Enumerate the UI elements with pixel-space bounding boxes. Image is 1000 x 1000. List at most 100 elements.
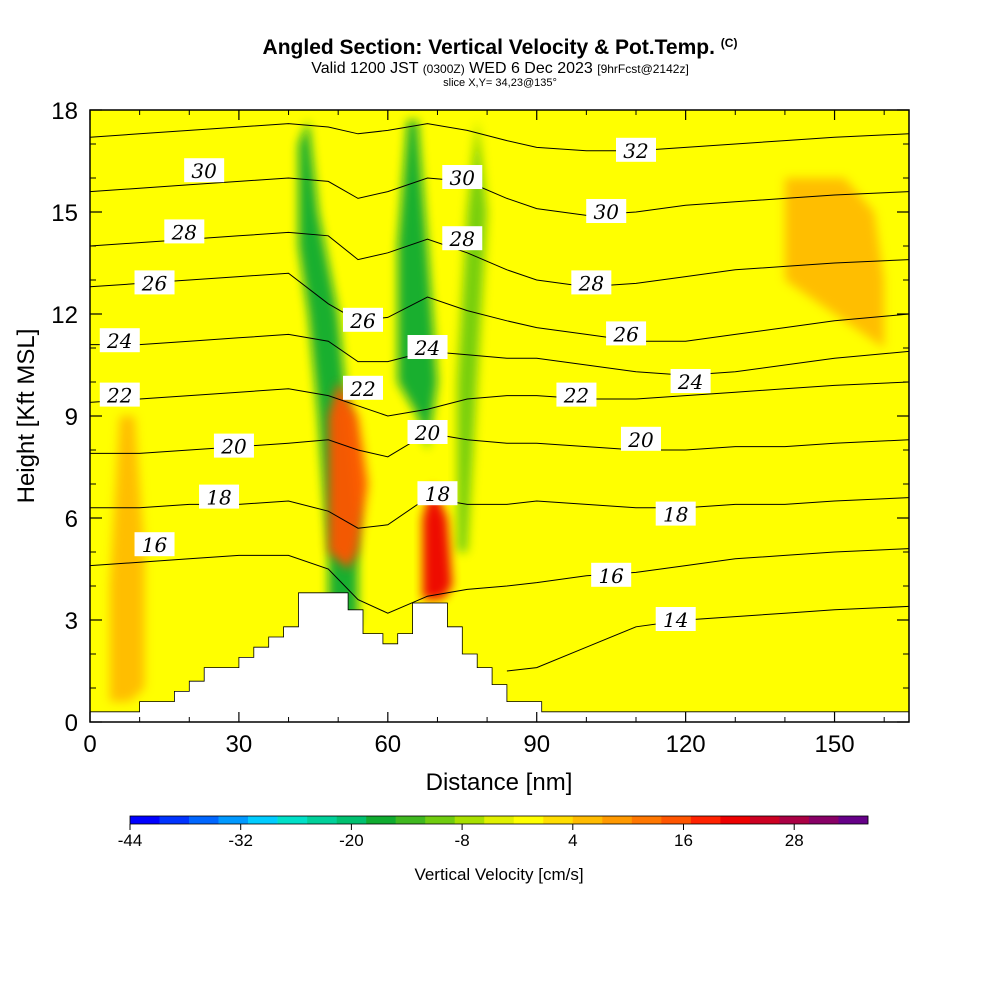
colorbar-swatch [631,816,662,824]
contour-label-26: 26 [612,322,639,346]
colorbar-swatch [248,816,278,824]
x-tick-label: 120 [666,731,706,758]
contour-label-28: 28 [578,271,604,295]
colorbar-swatch [277,816,308,824]
colorbar-swatch [749,816,780,824]
valid-time: Valid 1200 JST (0300Z) WED 6 Dec 2023 [9… [0,60,1000,78]
contour-label-box-4 [99,382,140,407]
colorbar-tick-label: -20 [339,831,364,850]
contour-label-box-24 [655,607,696,631]
y-tick-label: 3 [65,608,78,635]
contour-label-box-21 [620,426,661,451]
colorbar-swatch [454,816,485,824]
contour-label-box-13 [442,165,483,189]
colorbar-swatch [838,816,869,824]
theta-contour-26 [90,272,909,342]
y-tick-label: 6 [65,506,78,533]
contour-label-24: 24 [677,370,703,394]
contour-label-box-11 [407,420,448,444]
x-axis-label: Distance [nm] [426,769,573,796]
valid-time-local: Valid 1200 JST [311,60,419,77]
colorbar-tick-label: 28 [785,831,804,850]
updraft-region-4 [422,484,453,600]
y-tick-label: 0 [65,710,78,737]
contour-label-box-16 [586,199,627,223]
updraft-region-5 [109,416,145,702]
y-tick-label: 18 [51,98,78,125]
contour-label-24: 24 [414,336,440,360]
chart-title: Angled Section: Vertical Velocity & Pot.… [0,36,1000,60]
contour-label-box-18 [606,321,647,346]
colorbar-swatch [661,816,692,824]
colorbar: -44 -32 -20 -8 4 16 28 [118,815,869,850]
contour-label-box-19 [670,369,711,393]
colorbar-swatch [425,816,456,824]
contour-label-box-12 [417,481,458,506]
contour-label-box-10 [343,375,383,400]
updraft-region-3 [328,382,368,569]
colorbar-swatch [218,816,249,824]
colorbar-swatch [513,816,544,824]
colorbar-swatch [130,816,160,824]
contour-label-box-5 [213,433,254,458]
colorbar-label: Vertical Velocity [cm/s] [414,865,583,884]
contour-label-26: 26 [349,309,376,333]
colorbar-swatch [159,816,190,824]
chart-title-text: Angled Section: Vertical Velocity & Pot.… [262,36,715,59]
colorbar-swatch [189,816,219,824]
colorbar-tick-label: -44 [118,831,143,850]
contour-label-box-7 [134,532,175,557]
colorbar-tick-label: -8 [455,831,470,850]
valid-time-utc: (0300Z) [422,62,465,76]
contour-label-box-9 [407,335,448,359]
contour-label-box-1 [164,219,205,244]
x-tick-label: 90 [523,731,550,758]
x-tick-label: 30 [226,731,253,758]
colorbar-swatch [484,816,515,824]
colorbar-swatch [808,816,839,824]
contour-label-16: 16 [142,533,168,557]
contour-label-box-0 [184,158,225,183]
contour-label-20: 20 [220,435,247,459]
colorbar-swatch [602,816,633,824]
colorbar-swatch [720,816,751,824]
contour-label-30: 30 [191,159,217,183]
terrain-profile [89,592,910,723]
contour-label-24: 24 [106,329,132,353]
x-tick-label: 60 [374,731,401,758]
colorbar-tick-label: -32 [228,831,253,850]
downdraft-region-1 [397,120,438,450]
colorbar-swatch [395,816,426,824]
contour-label-box-17 [571,270,612,295]
contour-label-22: 22 [349,377,375,401]
plot-background [90,110,909,722]
colorbar-swatch [690,816,721,824]
contour-label-28: 28 [171,220,197,244]
theta-contour-32 [90,123,909,152]
colorbar-swatch [366,816,396,824]
contour-label-30: 30 [450,166,476,190]
contour-label-20: 20 [627,428,654,452]
theta-contour-22 [90,381,909,417]
contour-label-16: 16 [598,564,624,588]
terrain-layer [89,592,910,723]
x-tick-label: 0 [83,731,96,758]
contour-label-22: 22 [563,384,589,408]
contour-label-box-8 [343,307,383,332]
contour-label-18: 18 [206,486,231,510]
contour-label-14: 14 [663,608,688,632]
colorbar-swatch [779,816,810,824]
colorbar-swatch [543,816,574,824]
contour-label-box-20 [556,382,597,407]
forecast-info: [9hrFcst@2142z] [597,62,689,76]
axes-layer: 0 30 60 90 120 150 0 3 6 9 12 15 18 [51,98,909,758]
theta-contour-24 [90,333,909,376]
colorbar-tick-label: 4 [568,831,577,850]
contour-label-box-6 [199,484,240,509]
contour-label-18: 18 [425,482,450,506]
colorbar-frame [129,815,869,825]
y-tick-label: 15 [51,200,78,227]
theta-contour-28 [90,231,909,288]
y-axis-label: Height [Kft MSL] [13,329,40,504]
